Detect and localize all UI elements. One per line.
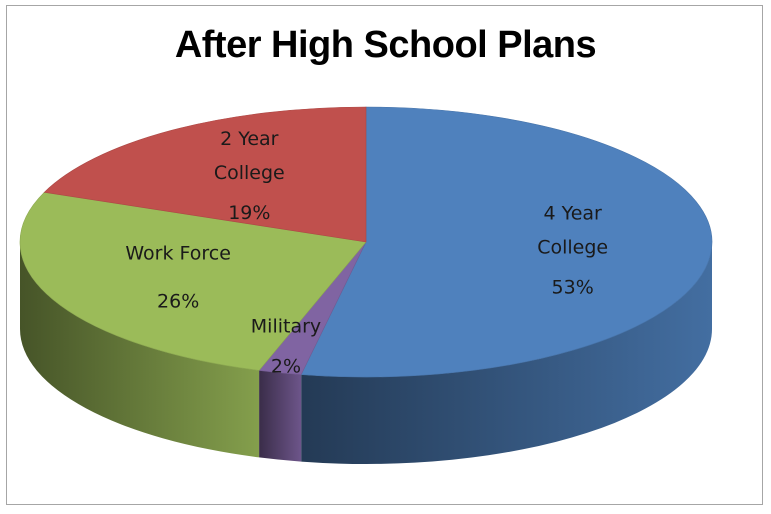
slice-percent-label: 26% [157, 290, 199, 312]
pie-slice-2 [19, 191, 367, 371]
pie-sides [20, 242, 712, 464]
pie-labels: 4 Year College 53% Military 2% Work Force 26% 2… [125, 128, 608, 378]
pie-side-0-0 [301, 242, 712, 464]
slice-name-label: Work Force [125, 242, 231, 264]
slice-percent-label: 19% [228, 202, 270, 224]
slice-name-label: 4 Year [543, 203, 602, 225]
slice-name-label: Military [251, 316, 321, 338]
pie-slice-0 [300, 106, 713, 378]
chart-title: After High School Plans [174, 24, 597, 66]
pie-slice-3 [43, 106, 367, 243]
slice-percent-label: 2% [271, 356, 301, 378]
slice-percent-label: 53% [552, 277, 594, 299]
slice-name-label: College [214, 162, 285, 184]
slice-name-label: 2 Year [220, 128, 279, 150]
pie-side-1-0 [259, 370, 302, 462]
pie-tops [19, 106, 713, 378]
pie-side-2-0 [20, 242, 260, 458]
slice-name-label: College [537, 237, 608, 259]
